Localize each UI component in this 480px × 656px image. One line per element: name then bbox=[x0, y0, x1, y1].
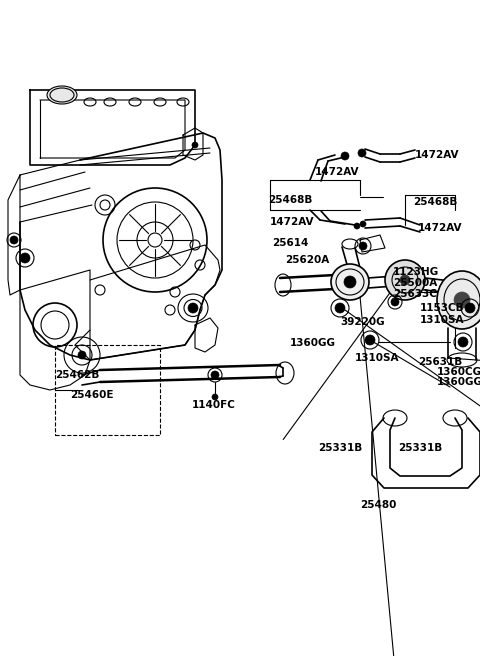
Circle shape bbox=[341, 152, 349, 160]
Circle shape bbox=[359, 242, 367, 250]
Text: 1472AV: 1472AV bbox=[415, 150, 459, 160]
Circle shape bbox=[192, 142, 198, 148]
Text: 25620A: 25620A bbox=[285, 255, 329, 265]
Text: 1310SA: 1310SA bbox=[420, 315, 465, 325]
Ellipse shape bbox=[47, 86, 77, 104]
Text: 1360GG: 1360GG bbox=[290, 338, 336, 348]
Circle shape bbox=[400, 275, 410, 285]
Text: 39220G: 39220G bbox=[340, 317, 384, 327]
Text: 25468B: 25468B bbox=[413, 197, 457, 207]
Text: 1472AV: 1472AV bbox=[270, 217, 314, 227]
Circle shape bbox=[360, 221, 366, 227]
Circle shape bbox=[391, 298, 399, 306]
Text: 25614: 25614 bbox=[272, 238, 308, 248]
Circle shape bbox=[454, 292, 470, 308]
Ellipse shape bbox=[331, 264, 369, 300]
Text: 25460E: 25460E bbox=[70, 390, 113, 400]
Ellipse shape bbox=[437, 271, 480, 329]
Text: 1153CB: 1153CB bbox=[420, 303, 465, 313]
Text: 1310SA: 1310SA bbox=[355, 353, 399, 363]
Text: 1360CG: 1360CG bbox=[437, 367, 480, 377]
Circle shape bbox=[211, 371, 219, 379]
Circle shape bbox=[335, 303, 345, 313]
Circle shape bbox=[358, 149, 366, 157]
Bar bbox=[55, 345, 160, 435]
Text: 25633C: 25633C bbox=[393, 289, 437, 299]
Text: 25462B: 25462B bbox=[55, 370, 99, 380]
Circle shape bbox=[344, 276, 356, 288]
Text: 1360GG: 1360GG bbox=[437, 377, 480, 387]
Circle shape bbox=[354, 223, 360, 229]
Text: 1472AV: 1472AV bbox=[418, 223, 463, 233]
Text: 25331B: 25331B bbox=[398, 443, 442, 453]
Circle shape bbox=[365, 335, 375, 345]
Text: 1472AV: 1472AV bbox=[315, 167, 360, 177]
Circle shape bbox=[465, 303, 475, 313]
Circle shape bbox=[385, 260, 425, 300]
Text: 25500A: 25500A bbox=[393, 278, 437, 288]
Circle shape bbox=[78, 351, 86, 359]
Text: 1140FC: 1140FC bbox=[192, 400, 236, 410]
Circle shape bbox=[188, 303, 198, 313]
Text: 1123HG: 1123HG bbox=[393, 267, 439, 277]
Circle shape bbox=[212, 394, 218, 400]
Text: 25468B: 25468B bbox=[268, 195, 312, 205]
Circle shape bbox=[458, 337, 468, 347]
Circle shape bbox=[20, 253, 30, 263]
Text: 25331B: 25331B bbox=[318, 443, 362, 453]
Circle shape bbox=[10, 236, 18, 244]
Text: 25631B: 25631B bbox=[418, 357, 462, 367]
Text: 25480: 25480 bbox=[360, 500, 396, 510]
